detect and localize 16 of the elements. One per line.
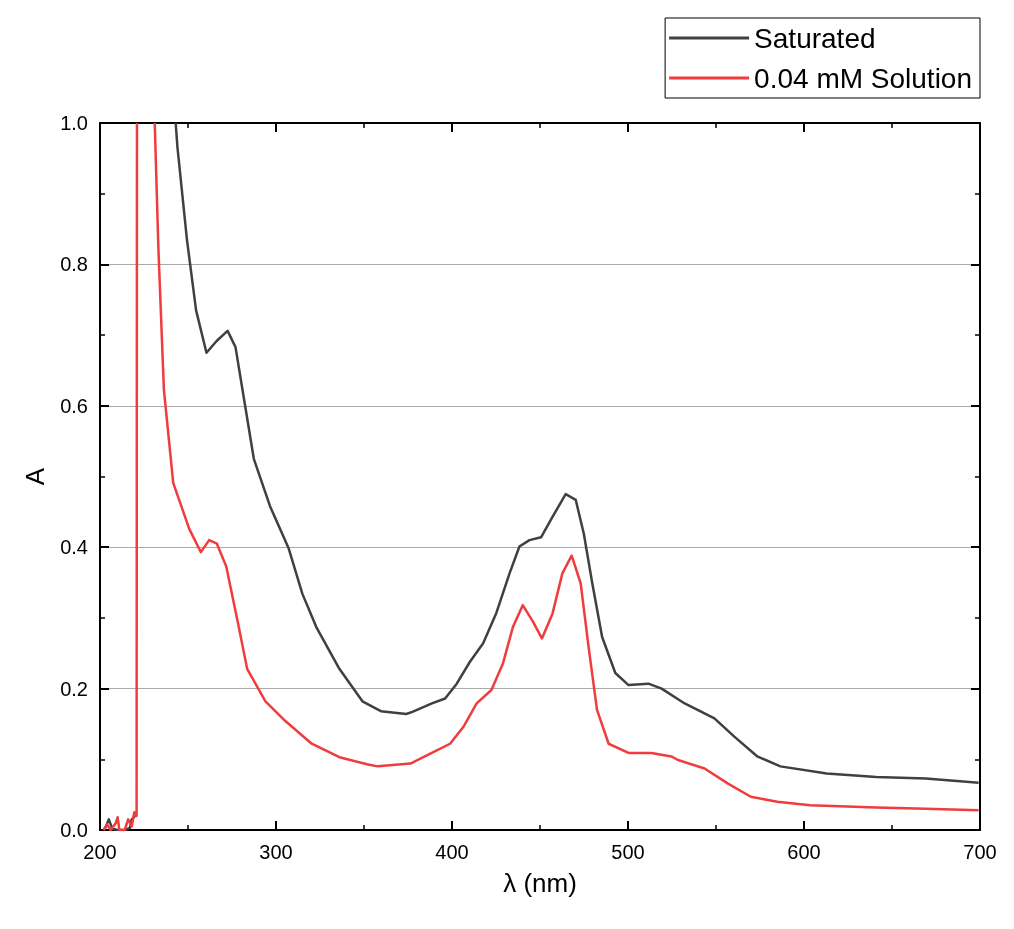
y-tick-label: 0.8 xyxy=(60,253,88,276)
x-tick-label: 300 xyxy=(259,841,293,863)
y-tick-label: 0.2 xyxy=(60,677,88,700)
x-tick-label: 400 xyxy=(435,841,469,863)
y-axis-title: A xyxy=(20,467,50,486)
y-tick-label: 0.0 xyxy=(60,819,88,841)
x-tick-label: 500 xyxy=(611,841,645,863)
y-tick-label: 1.0 xyxy=(60,112,88,134)
x-tick-label: 700 xyxy=(963,841,997,863)
y-tick-label: 0.6 xyxy=(60,394,88,417)
legend-label: 0.04 mM Solution xyxy=(754,62,972,94)
x-tick-label: 600 xyxy=(787,841,821,863)
x-axis-title: λ (nm) xyxy=(503,868,577,898)
y-tick-label: 0.4 xyxy=(60,536,88,559)
x-tick-label: 200 xyxy=(83,841,117,863)
legend-label: Saturated xyxy=(754,22,876,54)
